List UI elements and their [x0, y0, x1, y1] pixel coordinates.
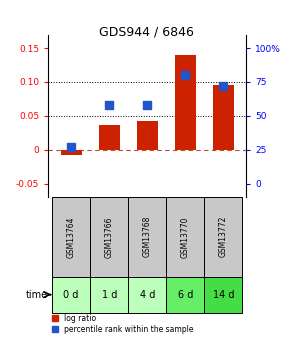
Bar	[128, 197, 166, 277]
Text: 4 d: 4 d	[139, 289, 155, 299]
Point	[221, 83, 226, 89]
Text: GDS944 / 6846: GDS944 / 6846	[99, 26, 194, 39]
Bar	[99, 125, 120, 150]
Bar	[90, 277, 128, 313]
Text: time: time	[25, 289, 47, 299]
Text: 0 d: 0 d	[64, 289, 79, 299]
Text: 14 d: 14 d	[212, 289, 234, 299]
Text: GSM13772: GSM13772	[219, 216, 228, 257]
Bar	[166, 197, 204, 277]
Bar	[61, 150, 82, 155]
Bar	[204, 197, 242, 277]
Bar	[166, 277, 204, 313]
Text: GSM13764: GSM13764	[67, 216, 76, 257]
Point	[69, 144, 74, 150]
Bar	[213, 85, 234, 150]
Bar	[137, 121, 158, 150]
Bar	[52, 277, 90, 313]
Bar	[175, 55, 196, 150]
Text: GSM13766: GSM13766	[105, 216, 114, 257]
Text: 6 d: 6 d	[178, 289, 193, 299]
Point	[183, 72, 188, 78]
Point	[145, 102, 150, 108]
Bar	[52, 197, 90, 277]
Text: GSM13770: GSM13770	[181, 216, 190, 257]
Bar	[128, 277, 166, 313]
Legend: log ratio, percentile rank within the sample: log ratio, percentile rank within the sa…	[52, 314, 194, 334]
Bar	[90, 197, 128, 277]
Text: GSM13768: GSM13768	[143, 216, 152, 257]
Point	[107, 102, 112, 108]
Text: 1 d: 1 d	[101, 289, 117, 299]
Bar	[204, 277, 242, 313]
